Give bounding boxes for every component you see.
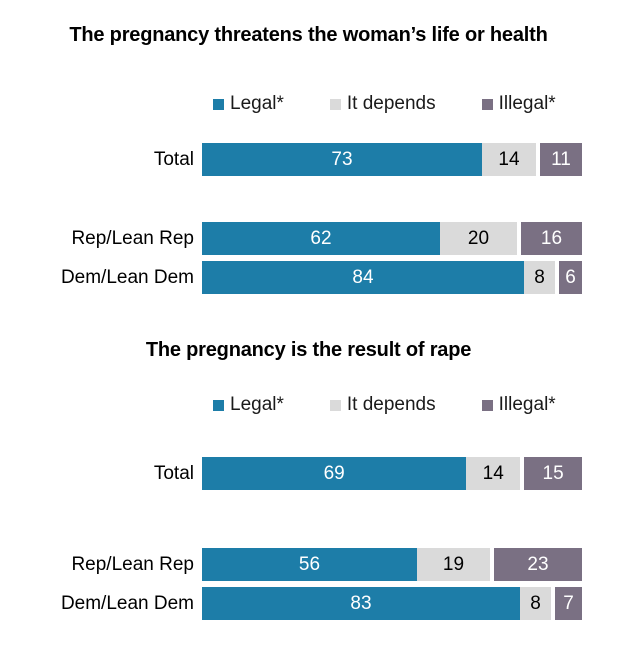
segment-legal: 56 <box>202 548 417 581</box>
segment-value: 56 <box>298 553 321 575</box>
segment-it-depends: 8 <box>520 587 551 620</box>
chart-life-or-health: The pregnancy threatens the woman’s life… <box>0 22 617 294</box>
legend-item-it-depends: It depends <box>329 93 436 115</box>
segment-illegal: 23 <box>494 548 582 581</box>
segment-value: 16 <box>540 227 563 249</box>
segment-value: 15 <box>542 462 564 484</box>
segment-it-depends: 20 <box>440 222 517 255</box>
segment-value: 6 <box>565 266 576 288</box>
bar-row-total: Total 69 14 15 <box>0 457 617 490</box>
segment-legal: 73 <box>202 143 482 176</box>
segment-illegal: 7 <box>555 587 582 620</box>
legend-item-illegal: Illegal* <box>481 394 556 416</box>
row-label: Rep/Lean Rep <box>71 227 194 249</box>
segment-it-depends: 14 <box>482 143 536 176</box>
segment-legal: 69 <box>202 457 467 490</box>
illegal-swatch-icon <box>481 98 493 110</box>
stacked-bar: 56 19 23 <box>202 548 582 581</box>
segment-value: 62 <box>310 227 332 249</box>
legend-label: It depends <box>346 93 436 114</box>
segment-value: 73 <box>331 148 353 170</box>
segment-value: 19 <box>442 553 465 575</box>
stacked-bar: 83 8 7 <box>202 587 582 620</box>
segment-value: 83 <box>350 592 372 614</box>
legend: Legal* It depends Illegal* <box>213 92 617 116</box>
chart-title: The pregnancy is the result of rape <box>145 339 472 361</box>
segment-value: 23 <box>527 553 549 575</box>
legend: Legal* It depends Illegal* <box>213 393 617 417</box>
bar-row-rep: Rep/Lean Rep 56 19 23 <box>0 548 617 581</box>
row-label: Total <box>153 148 194 170</box>
segment-value: 8 <box>534 266 545 288</box>
segment-illegal: 16 <box>521 222 582 255</box>
bar-row-total: Total 73 14 11 <box>0 143 617 176</box>
segment-illegal: 15 <box>524 457 582 490</box>
stacked-bar: 73 14 11 <box>202 143 582 176</box>
segment-it-depends: 19 <box>417 548 490 581</box>
legal-swatch-icon <box>213 399 224 411</box>
stacked-bar: 84 8 6 <box>202 261 582 294</box>
segment-value: 14 <box>482 462 504 484</box>
segment-legal: 84 <box>202 261 524 294</box>
segment-value: 69 <box>323 462 345 484</box>
it-depends-swatch-icon <box>329 399 341 411</box>
row-label: Dem/Lean Dem <box>60 592 194 614</box>
segment-value: 84 <box>352 266 374 288</box>
segment-it-depends: 14 <box>466 457 521 490</box>
segment-legal: 83 <box>202 587 520 620</box>
stacked-bar: 62 20 16 <box>202 222 582 255</box>
segment-value: 14 <box>498 148 520 170</box>
row-label: Dem/Lean Dem <box>60 266 194 288</box>
legend-item-illegal: Illegal* <box>481 93 556 115</box>
legend-label: Legal* <box>230 394 284 415</box>
legend-label: It depends <box>346 394 436 415</box>
bar-row-dem: Dem/Lean Dem 83 8 7 <box>0 587 617 620</box>
segment-illegal: 11 <box>540 143 582 176</box>
segment-value: 20 <box>467 227 490 249</box>
segment-value: 7 <box>563 592 574 614</box>
bar-row-dem: Dem/Lean Dem 84 8 6 <box>0 261 617 294</box>
legal-swatch-icon <box>213 98 224 110</box>
segment-illegal: 6 <box>559 261 582 294</box>
legend-item-legal: Legal* <box>213 394 284 416</box>
segment-it-depends: 8 <box>524 261 555 294</box>
row-label: Rep/Lean Rep <box>71 553 194 575</box>
legend-item-legal: Legal* <box>213 93 284 115</box>
segment-value: 11 <box>551 148 571 170</box>
it-depends-swatch-icon <box>329 98 341 110</box>
row-label: Total <box>153 462 194 484</box>
segment-value: 8 <box>530 592 541 614</box>
segment-legal: 62 <box>202 222 440 255</box>
bar-row-rep: Rep/Lean Rep 62 20 16 <box>0 222 617 255</box>
legend-label: Illegal* <box>498 394 556 415</box>
chart-title: The pregnancy threatens the woman’s life… <box>69 24 548 46</box>
stacked-bar: 69 14 15 <box>202 457 582 490</box>
legend-label: Illegal* <box>498 93 556 114</box>
legend-item-it-depends: It depends <box>329 394 436 416</box>
chart-result-of-rape: The pregnancy is the result of rape Lega… <box>0 337 617 620</box>
legend-label: Legal* <box>230 93 284 114</box>
illegal-swatch-icon <box>481 399 493 411</box>
